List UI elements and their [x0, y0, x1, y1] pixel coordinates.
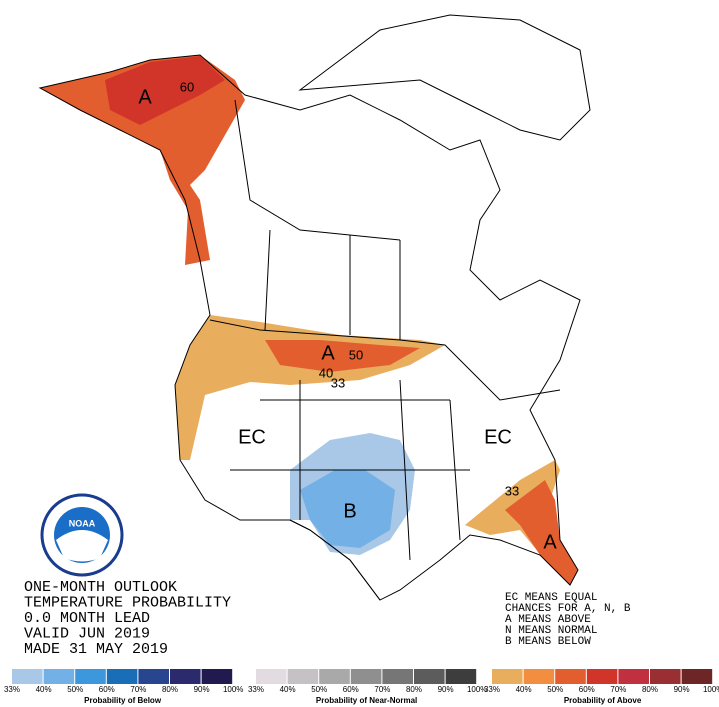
province-lines	[234, 99, 401, 340]
legend-label: 40%	[36, 685, 52, 694]
coastline	[38, 54, 581, 601]
state-lines	[230, 379, 470, 561]
legend-swatch	[256, 669, 287, 684]
region-label: EC	[484, 426, 512, 448]
contour-label: 33	[505, 483, 519, 498]
legend-swatch	[445, 669, 477, 684]
north-above-50	[265, 340, 420, 372]
legend-label: 70%	[374, 685, 390, 694]
legend-swatch	[555, 669, 586, 684]
border-mexico-us	[240, 519, 381, 601]
contour-label: 60	[180, 79, 194, 94]
logo-bird	[56, 530, 108, 562]
logo-text: NOAA	[69, 518, 96, 528]
legend-swatch	[681, 669, 713, 684]
title-line: ONE-MONTH OUTLOOK	[24, 579, 177, 596]
legend-label: 90%	[438, 685, 454, 694]
alaska-above	[40, 55, 245, 265]
legend-label: 33%	[484, 685, 500, 694]
key-line: EC MEANS EQUAL	[505, 592, 597, 604]
legend-label: 100%	[703, 685, 719, 694]
legend-label: 70%	[130, 685, 146, 694]
legend-swatch	[523, 669, 555, 684]
legend-label: 80%	[406, 685, 422, 694]
legend-swatch	[650, 669, 681, 684]
legend-swatch	[201, 669, 233, 684]
legend-swatch	[138, 669, 169, 684]
florida-above-40	[505, 480, 578, 585]
legend-label: 90%	[674, 685, 690, 694]
contour-label: 40	[319, 365, 333, 380]
legend-label: 100%	[223, 685, 243, 694]
legend-label: 100%	[467, 685, 487, 694]
key-line: A MEANS ABOVE	[505, 614, 591, 626]
legend-swatch	[170, 669, 201, 684]
legend-label: 80%	[162, 685, 178, 694]
legend-label: 50%	[547, 685, 563, 694]
title-line: TEMPERATURE PROBABILITY	[24, 594, 231, 611]
title-line: MADE 31 MAY 2019	[24, 641, 168, 658]
title-line: 0.0 MONTH LEAD	[24, 610, 150, 627]
legend-swatch	[414, 669, 445, 684]
legend-swatch	[106, 669, 138, 684]
contour-label: 33	[331, 375, 345, 390]
legend-label: 33%	[4, 685, 20, 694]
south-below-40	[300, 470, 395, 548]
arctic-islands	[298, 14, 591, 141]
legend-label: 70%	[610, 685, 626, 694]
legend-swatch	[618, 669, 649, 684]
legend-swatch	[287, 669, 319, 684]
legend-title: Probability of Below	[84, 696, 162, 705]
title-line: VALID JUN 2019	[24, 625, 150, 642]
legend-swatch	[75, 669, 106, 684]
legend-swatch	[492, 669, 523, 684]
key-line: CHANCES FOR A, N, B	[505, 603, 631, 615]
key-line: B MEANS BELOW	[505, 636, 591, 648]
legend-label: 60%	[579, 685, 595, 694]
legend-title: Probability of Above	[564, 696, 642, 705]
region-label: B	[343, 500, 356, 522]
legend-swatch	[382, 669, 413, 684]
legend-label: 90%	[194, 685, 210, 694]
border-canada-us	[209, 319, 561, 401]
legend-swatch	[350, 669, 382, 684]
key-line: N MEANS NORMAL	[505, 625, 597, 637]
legend-swatch	[43, 669, 75, 684]
legend-label: 50%	[311, 685, 327, 694]
region-label: EC	[238, 426, 266, 448]
legend-swatch	[319, 669, 350, 684]
legend-label: 40%	[516, 685, 532, 694]
legend-label: 80%	[642, 685, 658, 694]
legend-label: 60%	[343, 685, 359, 694]
region-label: A	[138, 86, 152, 108]
region-label: A	[543, 531, 557, 553]
contour-label: 50	[349, 347, 363, 362]
legend-label: 40%	[280, 685, 296, 694]
region-label: A	[321, 342, 335, 364]
north-above	[175, 315, 445, 460]
legend-label: 50%	[67, 685, 83, 694]
legend-label: 33%	[248, 685, 264, 694]
alaska-above-60	[105, 56, 225, 125]
legend-label: 60%	[99, 685, 115, 694]
legend-title: Probability of Near-Normal	[316, 696, 417, 705]
legend-swatch	[586, 669, 618, 684]
legend-swatch	[12, 669, 43, 684]
